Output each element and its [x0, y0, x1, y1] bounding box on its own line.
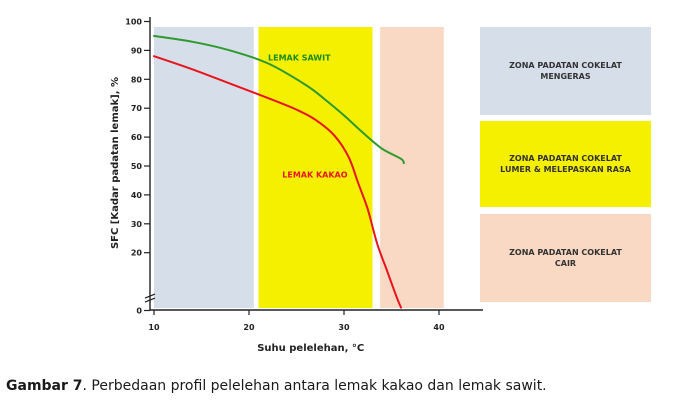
y-tick-label-30: 30 [131, 220, 143, 229]
series-label-lemak-sawit: LEMAK SAWIT [268, 54, 331, 63]
legend-zone-liquid-label: ZONA PADATAN COKELAT CAIR [509, 248, 622, 268]
zone-band-2 [380, 27, 444, 308]
series-line-lemak-kakao [153, 55, 402, 309]
y-tick-label-100: 100 [125, 18, 142, 27]
y-tick-label-40: 40 [131, 191, 143, 200]
legend-zone-liquid: ZONA PADATAN COKELAT CAIR [480, 214, 651, 302]
caption-text: . Perbedaan profil pelelehan antara lema… [82, 378, 547, 394]
y-tick-label-70: 70 [131, 104, 143, 113]
legend-zone-melting-label: ZONA PADATAN COKELAT LUMER & MELEPASKAN … [500, 154, 631, 174]
y-axis-break-mark-2 [144, 297, 156, 303]
y-axis-title: SFC [Kadar padatan lemak], % [110, 77, 121, 249]
series-line-lemak-sawit [153, 34, 405, 165]
y-tick-label-50: 50 [131, 162, 143, 171]
x-tick-label-40: 40 [433, 323, 445, 332]
x-tick-label-10: 10 [148, 323, 160, 332]
y-tick-label-20: 20 [131, 249, 143, 258]
series-label-lemak-kakao: LEMAK KAKAO [282, 171, 347, 180]
zone-band-0 [154, 27, 254, 308]
zone-band-1 [258, 27, 373, 308]
x-axis-title: Suhu pelelehan, °C [257, 343, 364, 354]
x-tick-label-20: 20 [243, 323, 255, 332]
figure-caption: Gambar 7. Perbedaan profil pelelehan ant… [6, 378, 687, 394]
legend-zone-hardening-label: ZONA PADATAN COKELAT MENGERAS [509, 61, 622, 81]
y-tick-label-0: 0 [136, 307, 142, 316]
legend-zone-melting: ZONA PADATAN COKELAT LUMER & MELEPASKAN … [480, 121, 651, 207]
y-tick-label-90: 90 [131, 46, 143, 55]
y-axis-break-mark-1 [144, 293, 156, 299]
x-tick-label-30: 30 [338, 323, 350, 332]
caption-label: Gambar 7 [6, 378, 83, 394]
y-tick-label-60: 60 [131, 133, 143, 142]
legend-zone-hardening: ZONA PADATAN COKELAT MENGERAS [480, 27, 651, 115]
y-tick-label-80: 80 [131, 75, 143, 84]
